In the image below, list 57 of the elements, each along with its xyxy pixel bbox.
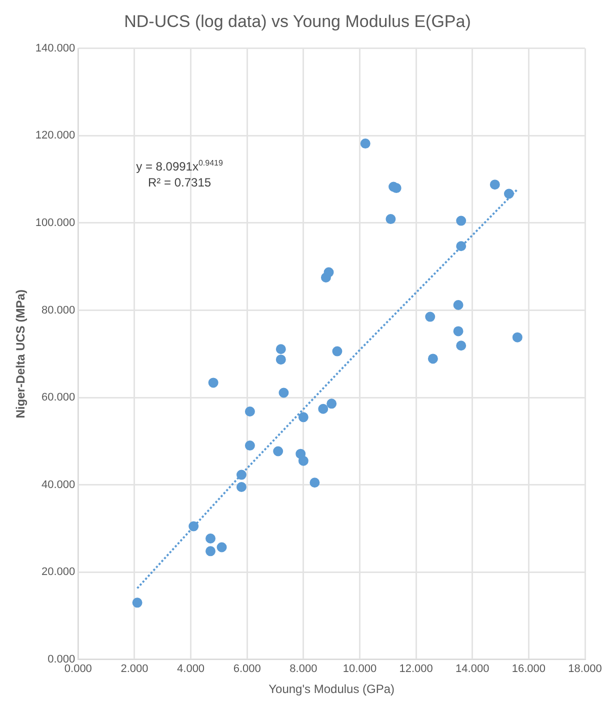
x-tick-label: 2.000 [120,663,148,676]
x-tick-label: 10.000 [342,663,377,676]
x-tick-label: 6.000 [233,663,261,676]
x-tick-label: 4.000 [177,663,205,676]
point [132,598,142,608]
point [244,406,255,417]
x-tick-label: 0.000 [64,663,92,676]
x-tick-label: 18.000 [568,663,602,676]
point [456,216,466,226]
point [276,354,286,365]
point [360,138,370,149]
y-tick-label: 120.000 [35,130,76,142]
line-series [136,188,518,590]
point [276,344,286,354]
point [332,346,342,356]
point [456,340,466,351]
point [456,241,466,252]
point [490,180,500,190]
point [453,300,464,310]
point [206,534,216,544]
point [236,482,246,492]
point [326,398,337,409]
y-tick-label: 20.000 [42,566,76,578]
y-tick-label: 140.000 [35,42,76,54]
x-tick-label: 8.000 [290,663,318,676]
y-tick-label: 0.000 [48,653,76,666]
y-tick-label: 60.000 [42,392,76,404]
x-tick-label: 12.000 [399,663,433,676]
point [278,388,289,398]
point [244,440,255,451]
point [324,267,334,278]
point [298,456,308,466]
point [318,404,328,414]
x-axis-title: Young's Modulus (GPa) [268,682,395,696]
point [206,546,216,556]
y-tick-label: 40.000 [42,478,76,491]
point [386,214,396,224]
point [391,183,402,194]
point [453,326,464,336]
annotation: R² = 0.7315 [148,176,212,190]
point [208,378,218,388]
point [298,412,308,422]
point [512,332,522,342]
x-tick-label: 14.000 [456,663,490,676]
point [310,478,320,488]
point [236,470,246,480]
point [425,312,436,322]
point [428,354,438,364]
point [188,521,199,532]
point [216,542,227,552]
chart-title: ND-UCS (log data) vs Young Modulus E(GPa) [124,12,471,31]
y-tick-label: 80.000 [42,304,76,316]
point [504,188,514,199]
y-axis-title: Niger-Delta UCS (MPa) [14,290,28,418]
y-tick-label: 100.000 [35,217,76,230]
point [273,446,284,456]
x-tick-label: 16.000 [512,663,546,676]
